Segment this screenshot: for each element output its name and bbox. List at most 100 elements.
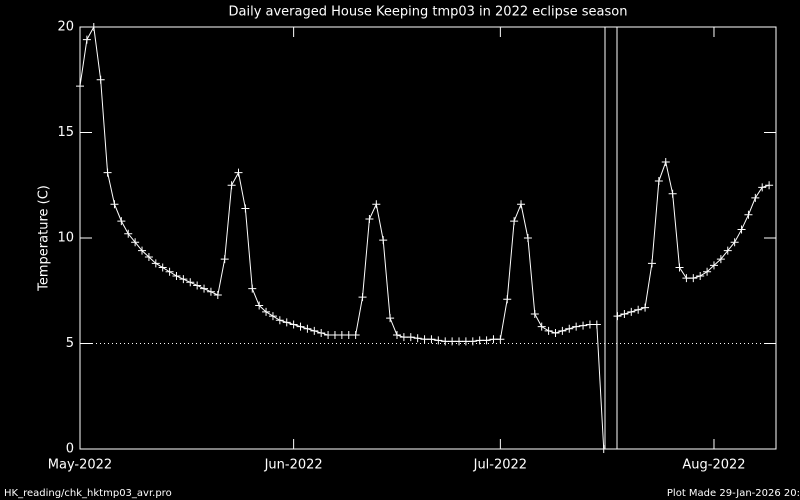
data-point: [599, 445, 608, 453]
data-point: [268, 312, 277, 321]
data-point: [200, 284, 209, 293]
data-point: [682, 274, 691, 283]
data-point: [248, 284, 257, 293]
data-point: [379, 236, 388, 245]
data-point: [661, 158, 670, 167]
data-point: [668, 189, 677, 198]
data-point: [620, 309, 629, 318]
data-point: [365, 215, 374, 224]
data-point: [482, 336, 491, 345]
data-point: [227, 181, 236, 190]
data-point: [585, 320, 594, 329]
data-point: [344, 331, 353, 340]
data-point: [420, 335, 429, 344]
data-point: [358, 293, 367, 302]
chart-title: Daily averaged House Keeping tmp03 in 20…: [229, 5, 628, 20]
data-point: [641, 303, 650, 312]
data-point: [89, 23, 98, 31]
data-point: [723, 246, 732, 255]
data-point: [434, 336, 443, 345]
data-point: [530, 309, 539, 318]
data-point: [303, 324, 312, 333]
y-tick-label: 15: [57, 125, 74, 140]
data-point: [103, 168, 112, 177]
data-point: [76, 82, 84, 91]
data-point: [255, 301, 264, 310]
data-point: [151, 259, 160, 268]
y-tick-label: 5: [66, 336, 74, 351]
data-point: [144, 252, 153, 261]
data-point: [179, 275, 188, 284]
data-point: [82, 35, 91, 44]
data-point: [468, 337, 477, 346]
data-point: [558, 326, 567, 335]
data-point: [296, 322, 305, 331]
y-tick-label: 20: [57, 20, 74, 35]
data-line: [79, 25, 770, 450]
data-point: [565, 324, 574, 333]
data-point: [413, 334, 422, 343]
data-point: [696, 271, 705, 280]
data-point: [751, 193, 760, 202]
data-point: [634, 305, 643, 314]
data-point: [282, 318, 291, 327]
data-point: [262, 307, 271, 316]
data-point: [448, 337, 457, 346]
plot-frame: [79, 26, 777, 450]
x-tick-label: Jun-2022: [264, 458, 323, 473]
data-point: [489, 335, 498, 344]
y-axis-label: Temperature (C): [37, 185, 52, 292]
data-point: [289, 320, 298, 329]
data-point: [117, 217, 126, 226]
data-point: [96, 75, 105, 84]
data-point: [158, 263, 167, 272]
data-point: [537, 322, 546, 331]
data-point: [324, 331, 333, 340]
y-tick-label: 10: [57, 231, 74, 246]
data-point: [523, 234, 532, 242]
data-point: [441, 337, 450, 346]
data-point: [165, 267, 174, 276]
data-point: [317, 328, 326, 337]
data-point: [275, 316, 284, 325]
data-point: [234, 168, 243, 177]
data-point: [330, 331, 339, 340]
data-point: [503, 295, 512, 304]
data-point: [399, 333, 408, 342]
data-point: [386, 314, 395, 323]
footer-right: Plot Made 29-Jan-2026 20:: [667, 488, 800, 499]
data-point: [372, 200, 381, 209]
data-point: [427, 335, 436, 344]
data-point: [579, 321, 588, 330]
data-point: [689, 274, 698, 283]
data-point: [647, 259, 656, 268]
data-point: [613, 312, 622, 321]
data-point: [592, 320, 601, 329]
x-tick-label: Aug-2022: [682, 458, 745, 473]
data-point: [124, 229, 133, 238]
data-point: [627, 307, 636, 316]
data-point: [455, 337, 464, 346]
data-point: [138, 246, 147, 255]
data-point: [241, 204, 250, 213]
data-point: [172, 271, 181, 280]
data-point: [193, 281, 202, 290]
x-tick-label: Jul-2022: [473, 458, 527, 473]
data-point: [510, 217, 519, 226]
data-point: [461, 337, 470, 346]
data-point: [213, 290, 222, 299]
data-point: [351, 331, 360, 340]
data-point: [765, 181, 774, 190]
data-point: [675, 263, 684, 272]
data-point: [709, 261, 718, 270]
data-point: [744, 210, 753, 219]
y-tick-label: 0: [66, 442, 74, 457]
x-tick-label: May-2022: [48, 458, 112, 473]
data-point: [186, 278, 195, 287]
data-point: [206, 287, 215, 296]
data-point: [337, 331, 346, 340]
data-point: [517, 200, 526, 209]
data-point: [544, 326, 553, 335]
